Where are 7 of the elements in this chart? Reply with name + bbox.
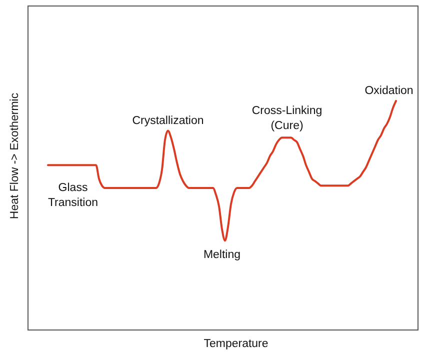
text: Oxidation (364, 85, 414, 97)
annotation: Crystallization (132, 115, 204, 127)
annotation: Cross-Linking (Cure) (252, 105, 322, 132)
annotation: Melting (203, 249, 241, 261)
x-axis-title: Temperature (204, 338, 268, 350)
annotation: Glass Transition (48, 182, 98, 209)
y-axis-title: Heat Flow -> Exothermic (9, 92, 21, 220)
